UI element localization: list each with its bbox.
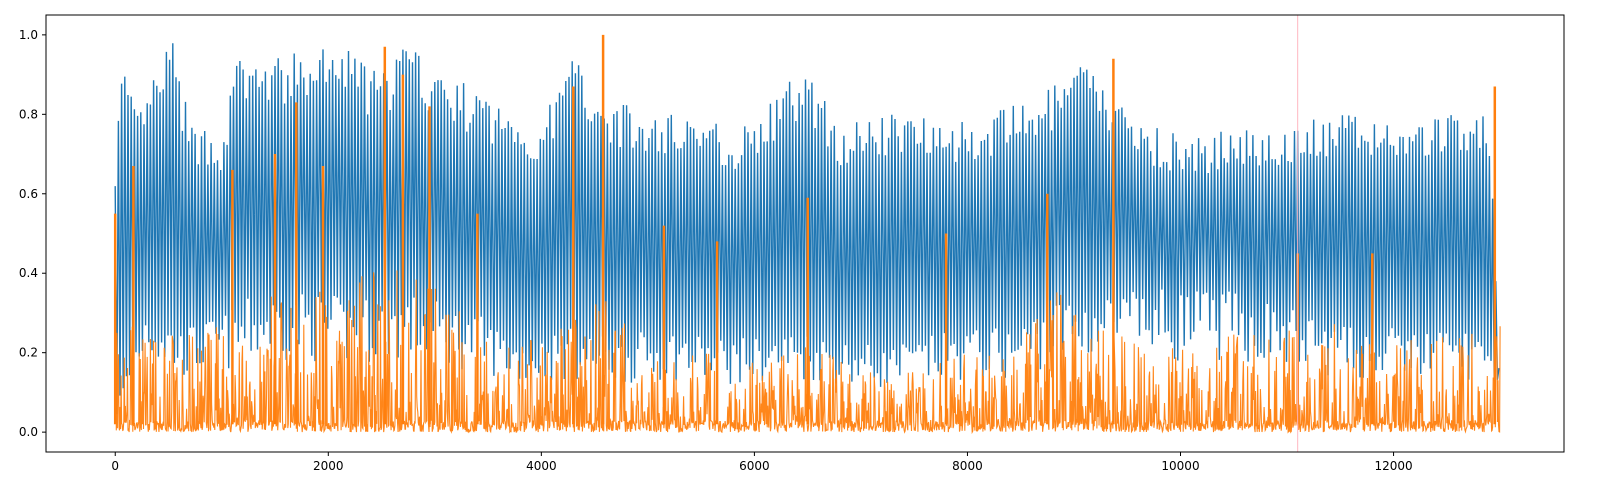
- x-tick-label: 8000: [952, 459, 983, 473]
- y-tick-label: 0.6: [19, 187, 38, 201]
- plot-area: [113, 15, 1501, 452]
- series-layer: [113, 15, 1501, 452]
- x-tick-label: 6000: [739, 459, 770, 473]
- x-axis: 0 2000 4000 6000 8000 10000 12000: [111, 452, 1413, 473]
- x-tick-label: 10000: [1161, 459, 1199, 473]
- y-tick-label: 0.4: [19, 266, 38, 280]
- y-axis: 0.0 0.2 0.4 0.6 0.8 1.0: [19, 28, 46, 439]
- x-tick-label: 12000: [1374, 459, 1412, 473]
- series-2-line: [114, 270, 1501, 435]
- y-tick-label: 0.8: [19, 107, 38, 121]
- x-tick-label: 2000: [313, 459, 344, 473]
- x-tick-label: 4000: [526, 459, 557, 473]
- y-tick-label: 0.2: [19, 346, 38, 360]
- y-tick-label: 1.0: [19, 28, 38, 42]
- x-tick-label: 0: [111, 459, 119, 473]
- y-tick-label: 0.0: [19, 425, 38, 439]
- plot-frame: [45, 14, 1565, 453]
